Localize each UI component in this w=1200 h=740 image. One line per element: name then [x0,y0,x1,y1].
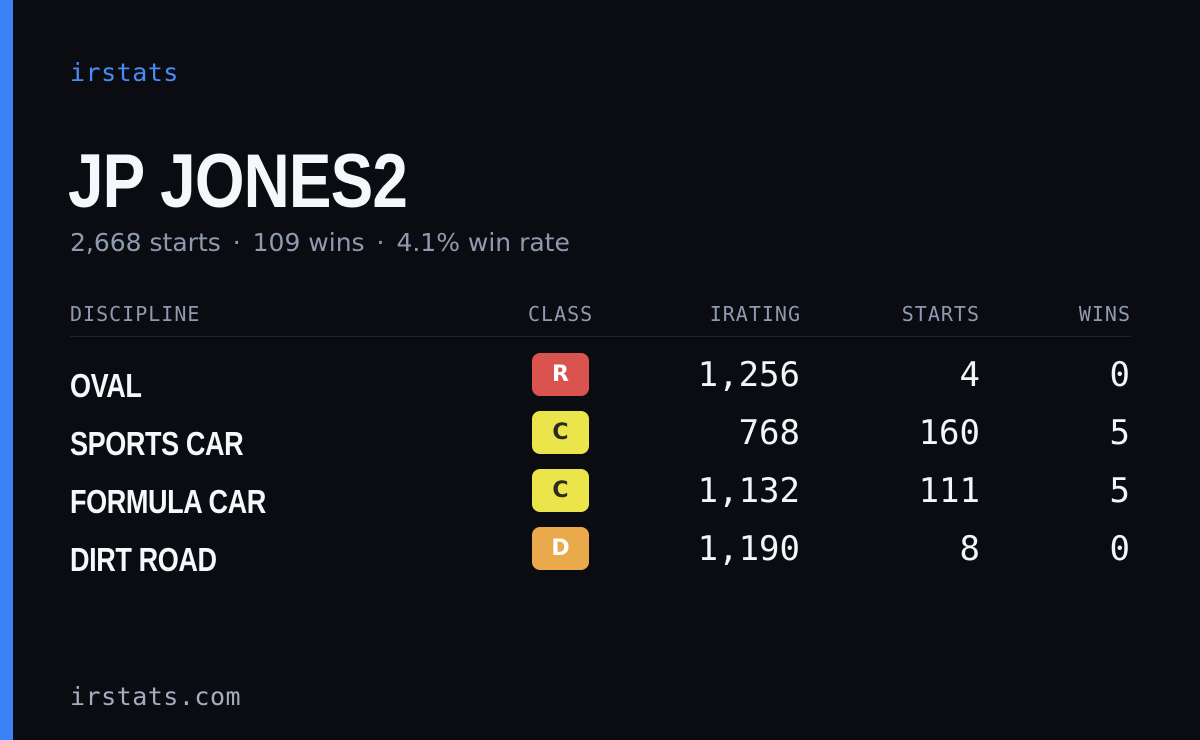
table-row: FORMULA CAR C 1,132 111 5 [70,469,1131,527]
wins-value: 5 [1109,413,1130,453]
total-wins: 109 wins [252,228,365,257]
win-rate: 4.1% win rate [396,228,570,257]
irating-value: 1,190 [697,529,800,569]
brand-logo-text[interactable]: irstats [70,58,179,87]
footer-domain[interactable]: irstats.com [70,682,242,711]
license-class-badge: R [532,353,589,396]
starts-value: 111 [918,471,980,511]
starts-value: 160 [918,413,980,453]
table-row: DIRT ROAD D 1,190 8 0 [70,527,1131,585]
license-class-badge: D [532,527,589,570]
discipline-name: SPORTS CAR [70,425,244,462]
irating-value: 768 [738,413,800,453]
header-class: CLASS [528,302,594,326]
table-row: OVAL R 1,256 4 0 [70,353,1131,411]
total-starts: 2,668 starts [70,228,221,257]
header-starts: STARTS [901,302,980,326]
table-header: DISCIPLINE CLASS IRATING STARTS WINS [70,300,1131,337]
driver-name: JP JONES2 [68,139,408,224]
discipline-name: DIRT ROAD [70,541,217,578]
wins-value: 0 [1109,355,1130,395]
starts-value: 8 [959,529,980,569]
irating-value: 1,256 [697,355,800,395]
license-class-badge: C [532,469,589,512]
license-stats-table: DISCIPLINE CLASS IRATING STARTS WINS OVA… [70,300,1131,585]
irating-value: 1,132 [697,471,800,511]
header-irating: IRATING [709,302,801,326]
driver-summary: 2,668 starts · 109 wins · 4.1% win rate [70,228,570,257]
accent-bar [0,0,13,740]
wins-value: 5 [1109,471,1130,511]
discipline-name: FORMULA CAR [70,483,266,520]
table-row: SPORTS CAR C 768 160 5 [70,411,1131,469]
separator: · [232,228,241,257]
license-class-badge: C [532,411,589,454]
discipline-name: OVAL [70,367,142,404]
wins-value: 0 [1109,529,1130,569]
starts-value: 4 [959,355,980,395]
table-body: OVAL R 1,256 4 0 SPORTS CAR C 768 160 5 … [70,337,1131,585]
separator: · [376,228,385,257]
header-wins: WINS [1078,302,1131,326]
header-discipline: DISCIPLINE [70,302,201,326]
